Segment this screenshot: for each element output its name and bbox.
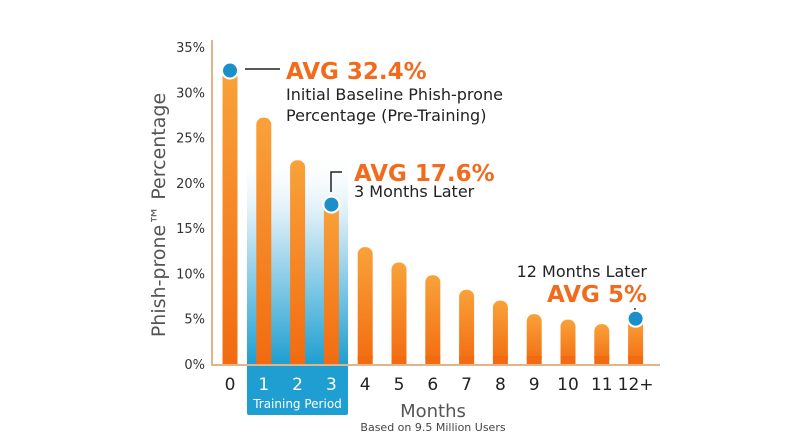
x-axis-label: Months	[400, 401, 466, 422]
bar-base-12+	[628, 356, 644, 366]
annotation-title-3-months: AVG 17.6%	[354, 161, 495, 187]
x-tick-label: 11	[591, 375, 613, 395]
marker-3	[322, 195, 341, 214]
y-tick-label: 10%	[176, 267, 205, 282]
bar-5	[391, 262, 407, 365]
bar-base-11	[594, 356, 610, 366]
x-tick-label: 5	[394, 375, 405, 395]
bar-8	[492, 300, 508, 365]
bar-6	[425, 275, 441, 365]
marker-12+	[626, 309, 645, 328]
annotation-title-12-months: AVG 5%	[547, 282, 647, 308]
bar-base-7	[459, 356, 475, 366]
bar-base-0	[222, 356, 238, 366]
x-tick-label: 0	[225, 375, 236, 395]
bar-9	[526, 314, 542, 365]
x-tick-label: 3	[326, 375, 337, 395]
x-tick-label: 4	[360, 375, 371, 395]
bar-base-5	[391, 356, 407, 366]
x-tick-label: 10	[557, 375, 579, 395]
annotation-line: Percentage (Pre-Training)	[286, 106, 486, 125]
x-tick-label: 1	[258, 375, 269, 395]
bar-base-10	[560, 356, 576, 366]
footnote: Based on 9.5 Million Users	[360, 421, 505, 434]
annotation-line: 3 Months Later	[354, 182, 475, 201]
bar-base-8	[492, 356, 508, 366]
annotation-line: 12 Months Later	[517, 262, 648, 281]
bar-4	[357, 247, 373, 365]
bar-12+	[628, 318, 644, 365]
bar-10	[560, 319, 576, 365]
bar-base-9	[526, 356, 542, 366]
y-axis-label: Phish-prone™ Percentage	[148, 93, 170, 337]
training-period-label: Training Period	[252, 397, 342, 411]
x-tick-label: 2	[292, 375, 303, 395]
x-tick-label: 6	[427, 375, 438, 395]
y-tick-label: 30%	[176, 86, 205, 101]
y-tick-label: 5%	[184, 313, 205, 328]
x-tick-label: 7	[461, 375, 472, 395]
bar-0	[222, 70, 238, 365]
y-tick-label: 15%	[176, 222, 205, 237]
bar-base-6	[425, 356, 441, 366]
bar-base-3	[323, 356, 339, 366]
y-tick-label: 20%	[176, 177, 205, 192]
bar-base-1	[256, 356, 272, 366]
marker-0	[221, 61, 239, 80]
annotation-line: Initial Baseline Phish-prone	[286, 85, 503, 104]
training-period-badge	[247, 364, 348, 415]
x-tick-label: 12+	[618, 375, 654, 395]
bar-1	[256, 117, 272, 365]
annotation-leader-3-months	[330, 171, 342, 192]
bar-3	[323, 204, 339, 365]
y-tick-label: 0%	[184, 358, 205, 373]
annotation-title-baseline: AVG 32.4%	[286, 59, 427, 85]
bar-base-4	[357, 356, 373, 366]
x-tick-label: 9	[529, 375, 540, 395]
y-tick-label: 35%	[176, 41, 205, 56]
bar-11	[594, 324, 610, 365]
y-tick-label: 25%	[176, 132, 205, 147]
bar-base-2	[290, 356, 306, 366]
bar-7	[459, 289, 475, 365]
x-tick-label: 8	[495, 375, 506, 395]
bar-2	[290, 160, 306, 365]
